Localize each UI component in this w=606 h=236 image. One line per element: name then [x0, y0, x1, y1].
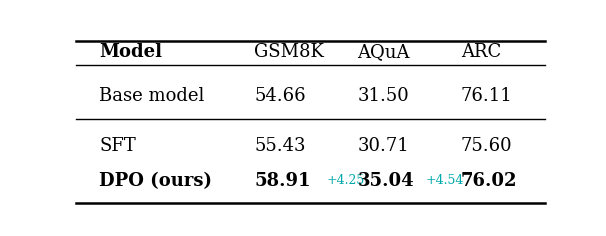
Text: Base model: Base model: [99, 87, 205, 105]
Text: GSM8K: GSM8K: [255, 43, 324, 61]
Text: AQuA: AQuA: [358, 43, 410, 61]
Text: 35.04: 35.04: [358, 172, 414, 190]
Text: DPO (ours): DPO (ours): [99, 172, 212, 190]
Text: +4.54: +4.54: [425, 174, 464, 187]
Text: 55.43: 55.43: [255, 137, 305, 156]
Text: 76.11: 76.11: [461, 87, 513, 105]
Text: Model: Model: [99, 43, 162, 61]
Text: 76.02: 76.02: [461, 172, 518, 190]
Text: 30.71: 30.71: [358, 137, 409, 156]
Text: 58.91: 58.91: [255, 172, 311, 190]
Text: SFT: SFT: [99, 137, 136, 156]
Text: 31.50: 31.50: [358, 87, 409, 105]
Text: 75.60: 75.60: [461, 137, 513, 156]
Text: +4.25: +4.25: [327, 174, 365, 187]
Text: 54.66: 54.66: [255, 87, 306, 105]
Text: ARC: ARC: [461, 43, 501, 61]
